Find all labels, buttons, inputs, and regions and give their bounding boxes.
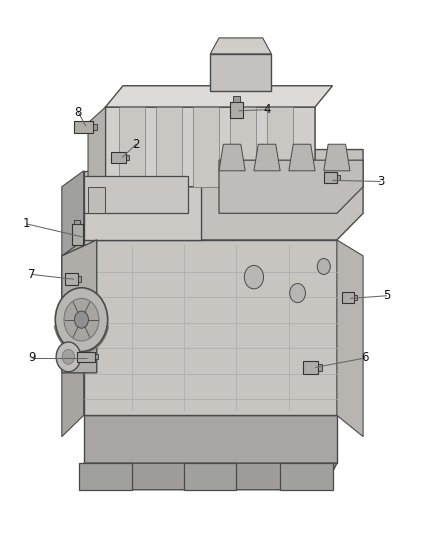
Polygon shape (74, 220, 80, 224)
Polygon shape (233, 96, 240, 102)
Polygon shape (62, 171, 84, 256)
Circle shape (244, 265, 264, 289)
Text: 9: 9 (28, 351, 36, 365)
Circle shape (62, 350, 74, 365)
Polygon shape (155, 107, 182, 187)
Polygon shape (72, 224, 82, 245)
Polygon shape (184, 463, 237, 490)
Circle shape (64, 298, 99, 341)
Polygon shape (65, 273, 78, 285)
Text: 1: 1 (23, 217, 31, 230)
Circle shape (317, 259, 330, 274)
Text: 4: 4 (263, 103, 271, 116)
Polygon shape (119, 107, 145, 187)
Polygon shape (354, 295, 357, 300)
Polygon shape (88, 107, 106, 203)
Text: 2: 2 (132, 138, 140, 151)
Text: 7: 7 (28, 268, 36, 281)
Polygon shape (342, 292, 354, 303)
Polygon shape (201, 150, 363, 240)
Polygon shape (79, 463, 132, 490)
Polygon shape (84, 171, 201, 240)
Polygon shape (230, 107, 256, 187)
Polygon shape (84, 240, 337, 415)
Polygon shape (84, 463, 337, 490)
Polygon shape (318, 364, 322, 371)
Polygon shape (84, 176, 188, 213)
Polygon shape (230, 102, 243, 118)
Polygon shape (210, 38, 272, 54)
Polygon shape (84, 415, 337, 463)
Polygon shape (126, 155, 129, 160)
Polygon shape (78, 276, 81, 282)
Polygon shape (289, 144, 315, 171)
Text: 8: 8 (75, 106, 82, 119)
Polygon shape (324, 172, 337, 182)
Text: 5: 5 (383, 289, 391, 302)
Text: 3: 3 (377, 175, 384, 188)
Polygon shape (254, 144, 280, 171)
Polygon shape (324, 144, 350, 171)
Polygon shape (337, 174, 340, 180)
Polygon shape (88, 187, 106, 213)
Polygon shape (303, 361, 318, 374)
Polygon shape (77, 352, 95, 362)
Polygon shape (111, 152, 126, 164)
Polygon shape (219, 160, 363, 213)
Circle shape (74, 311, 88, 328)
Polygon shape (106, 107, 315, 187)
Polygon shape (210, 54, 272, 91)
Polygon shape (62, 240, 97, 373)
Polygon shape (193, 107, 219, 187)
Polygon shape (62, 240, 84, 437)
Circle shape (55, 288, 108, 352)
Text: 6: 6 (361, 351, 369, 365)
Polygon shape (280, 463, 332, 490)
Polygon shape (93, 124, 97, 130)
Polygon shape (106, 86, 332, 107)
Polygon shape (267, 107, 293, 187)
Polygon shape (95, 354, 98, 359)
Polygon shape (337, 240, 363, 437)
Circle shape (290, 284, 305, 303)
Polygon shape (74, 122, 93, 133)
Circle shape (56, 342, 81, 372)
Polygon shape (219, 144, 245, 171)
